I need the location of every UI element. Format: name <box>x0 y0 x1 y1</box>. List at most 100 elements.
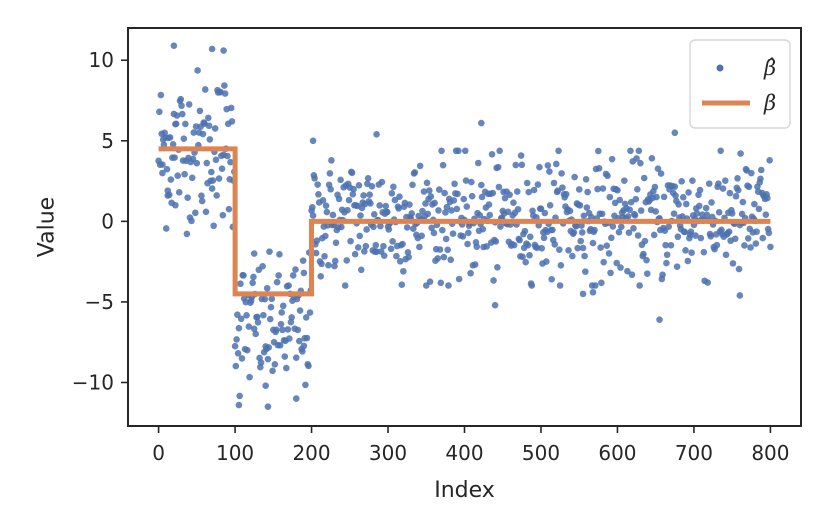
data-point <box>249 279 256 287</box>
data-point <box>488 150 496 158</box>
data-point <box>693 210 701 217</box>
data-point <box>662 241 669 249</box>
x-tick-label: 600 <box>598 441 636 465</box>
data-point <box>309 203 316 211</box>
data-point <box>416 243 423 251</box>
data-point <box>702 204 710 212</box>
data-point <box>360 192 367 199</box>
data-point <box>678 178 685 185</box>
x-tick-label: 200 <box>292 441 330 465</box>
data-point <box>440 253 448 261</box>
legend: β̂ β <box>689 39 791 129</box>
x-tick-label: 400 <box>445 441 483 465</box>
data-point <box>181 170 188 178</box>
scatter-points <box>155 42 774 410</box>
data-point <box>437 279 445 287</box>
data-point <box>599 185 607 192</box>
data-point <box>234 350 242 357</box>
data-point <box>286 335 293 342</box>
data-point <box>522 258 529 266</box>
data-point <box>634 186 641 193</box>
data-point <box>524 241 532 249</box>
data-point <box>478 193 486 201</box>
data-point <box>765 229 773 237</box>
data-point <box>166 134 174 141</box>
data-point <box>607 269 614 277</box>
data-point <box>302 314 310 321</box>
data-point <box>302 381 309 389</box>
data-point <box>577 237 585 245</box>
data-point <box>665 223 672 230</box>
data-point <box>438 147 445 155</box>
data-point <box>266 315 274 323</box>
data-point <box>558 170 565 177</box>
data-point <box>439 161 447 169</box>
data-point <box>497 223 504 230</box>
data-point <box>674 233 682 241</box>
data-point <box>163 165 171 173</box>
x-tick-label: 300 <box>369 441 407 465</box>
data-point <box>700 248 708 256</box>
data-point <box>449 230 457 237</box>
data-point <box>250 250 258 257</box>
data-point <box>465 229 472 237</box>
data-point <box>628 271 636 279</box>
data-point <box>467 269 474 277</box>
data-point <box>363 226 370 233</box>
data-point <box>174 172 182 180</box>
data-point <box>273 326 280 334</box>
x-tick-label: 0 <box>152 441 165 465</box>
data-point <box>659 271 666 279</box>
data-point <box>267 303 275 311</box>
data-point <box>284 326 292 333</box>
data-point <box>634 232 642 239</box>
data-point <box>581 252 588 260</box>
data-point <box>184 194 191 201</box>
data-point <box>653 193 660 201</box>
data-point <box>579 244 587 252</box>
data-point <box>228 118 236 125</box>
data-point <box>355 181 363 189</box>
data-point <box>594 185 601 193</box>
data-point <box>471 261 479 268</box>
data-point <box>221 90 229 97</box>
x-tick-label: 100 <box>216 441 254 465</box>
data-point <box>325 261 332 269</box>
data-point <box>212 156 220 164</box>
data-point <box>211 125 219 132</box>
data-point <box>510 199 517 206</box>
data-point <box>221 82 228 89</box>
data-point <box>483 243 490 250</box>
data-point <box>635 147 643 155</box>
data-point <box>317 273 325 280</box>
data-point <box>734 175 741 182</box>
x-tick-label: 800 <box>751 441 789 465</box>
data-point <box>254 318 262 326</box>
data-point <box>278 309 286 316</box>
data-point <box>703 211 711 219</box>
data-point <box>319 197 327 204</box>
data-point <box>250 325 258 333</box>
data-point <box>625 229 633 237</box>
data-point <box>300 342 308 350</box>
data-point <box>459 233 467 240</box>
data-point <box>390 183 397 191</box>
data-point <box>292 266 299 273</box>
data-point <box>715 180 722 187</box>
data-point <box>613 259 620 267</box>
data-point <box>321 252 328 260</box>
data-point <box>378 178 386 186</box>
data-point <box>387 245 395 253</box>
data-point <box>734 186 742 194</box>
data-point <box>362 242 370 250</box>
data-point <box>744 235 752 242</box>
data-point <box>345 196 353 204</box>
data-point <box>687 228 695 235</box>
data-point <box>697 234 705 242</box>
data-point <box>552 160 560 168</box>
data-point <box>752 240 760 247</box>
data-point <box>506 191 513 199</box>
data-point <box>626 206 633 214</box>
data-point <box>206 136 214 143</box>
